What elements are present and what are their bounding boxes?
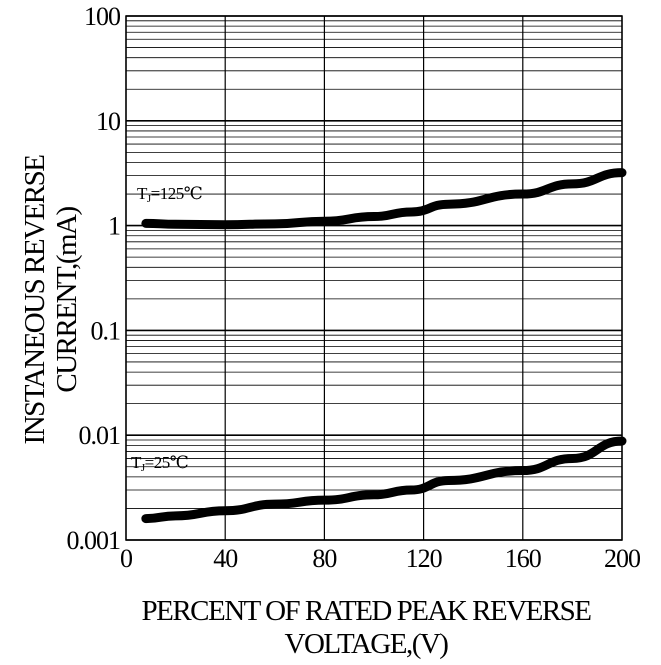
x-tick-label: 200 [604, 544, 641, 573]
x-tick-label: 40 [213, 544, 238, 573]
y-tick-labels: 0.001 0.01 0.1 1 10 100 [67, 2, 123, 555]
x-tick-label: 0 [120, 544, 133, 573]
y-tick-label: 0.1 [91, 316, 121, 345]
x-tick-label: 80 [312, 544, 337, 573]
y-axis-label-line2: CURRENT,(mA) [51, 207, 83, 393]
series-label-125c: TJ=125℃ [137, 184, 202, 205]
y-tick-label: 10 [96, 107, 121, 136]
y-tick-label: 0.001 [67, 526, 121, 555]
x-axis-label-line1: PERCENT OF RATED PEAK REVERSE [141, 595, 591, 627]
y-tick-label: 100 [84, 2, 121, 31]
minor-grid [126, 20, 622, 509]
x-tick-label: 160 [505, 544, 542, 573]
series-line-0 [141, 168, 627, 230]
x-axis-label-line2: VOLTAGE,(V) [285, 628, 449, 660]
y-tick-label: 1 [108, 212, 120, 241]
series-label-125c-rest: =125℃ [151, 184, 203, 203]
plot-frame [125, 15, 623, 541]
series-label-25c-sub: J [141, 462, 146, 474]
y-axis-label-line1: INSTANEOUS REVERSE [19, 155, 51, 445]
x-tick-labels: 0 40 80 120 160 200 [120, 544, 642, 573]
series-line-1 [141, 436, 627, 524]
x-tick-label: 120 [406, 544, 443, 573]
series-label-25c: TJ=25℃ [131, 453, 188, 474]
y-tick-label: 0.01 [79, 421, 121, 450]
series-layer [141, 168, 627, 524]
series-label-25c-rest: =25℃ [145, 453, 189, 472]
series-label-125c-sub: J [147, 193, 152, 205]
